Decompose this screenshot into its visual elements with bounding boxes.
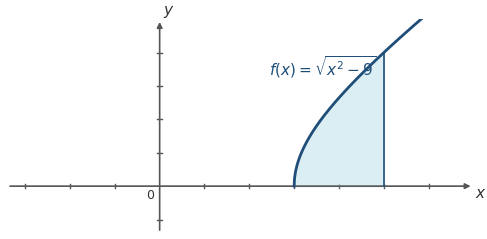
Text: $f(x) = \sqrt{x^2 - 9}$: $f(x) = \sqrt{x^2 - 9}$	[269, 54, 376, 80]
Text: x: x	[476, 186, 485, 201]
Text: y: y	[163, 3, 172, 17]
Text: 0: 0	[146, 189, 154, 202]
